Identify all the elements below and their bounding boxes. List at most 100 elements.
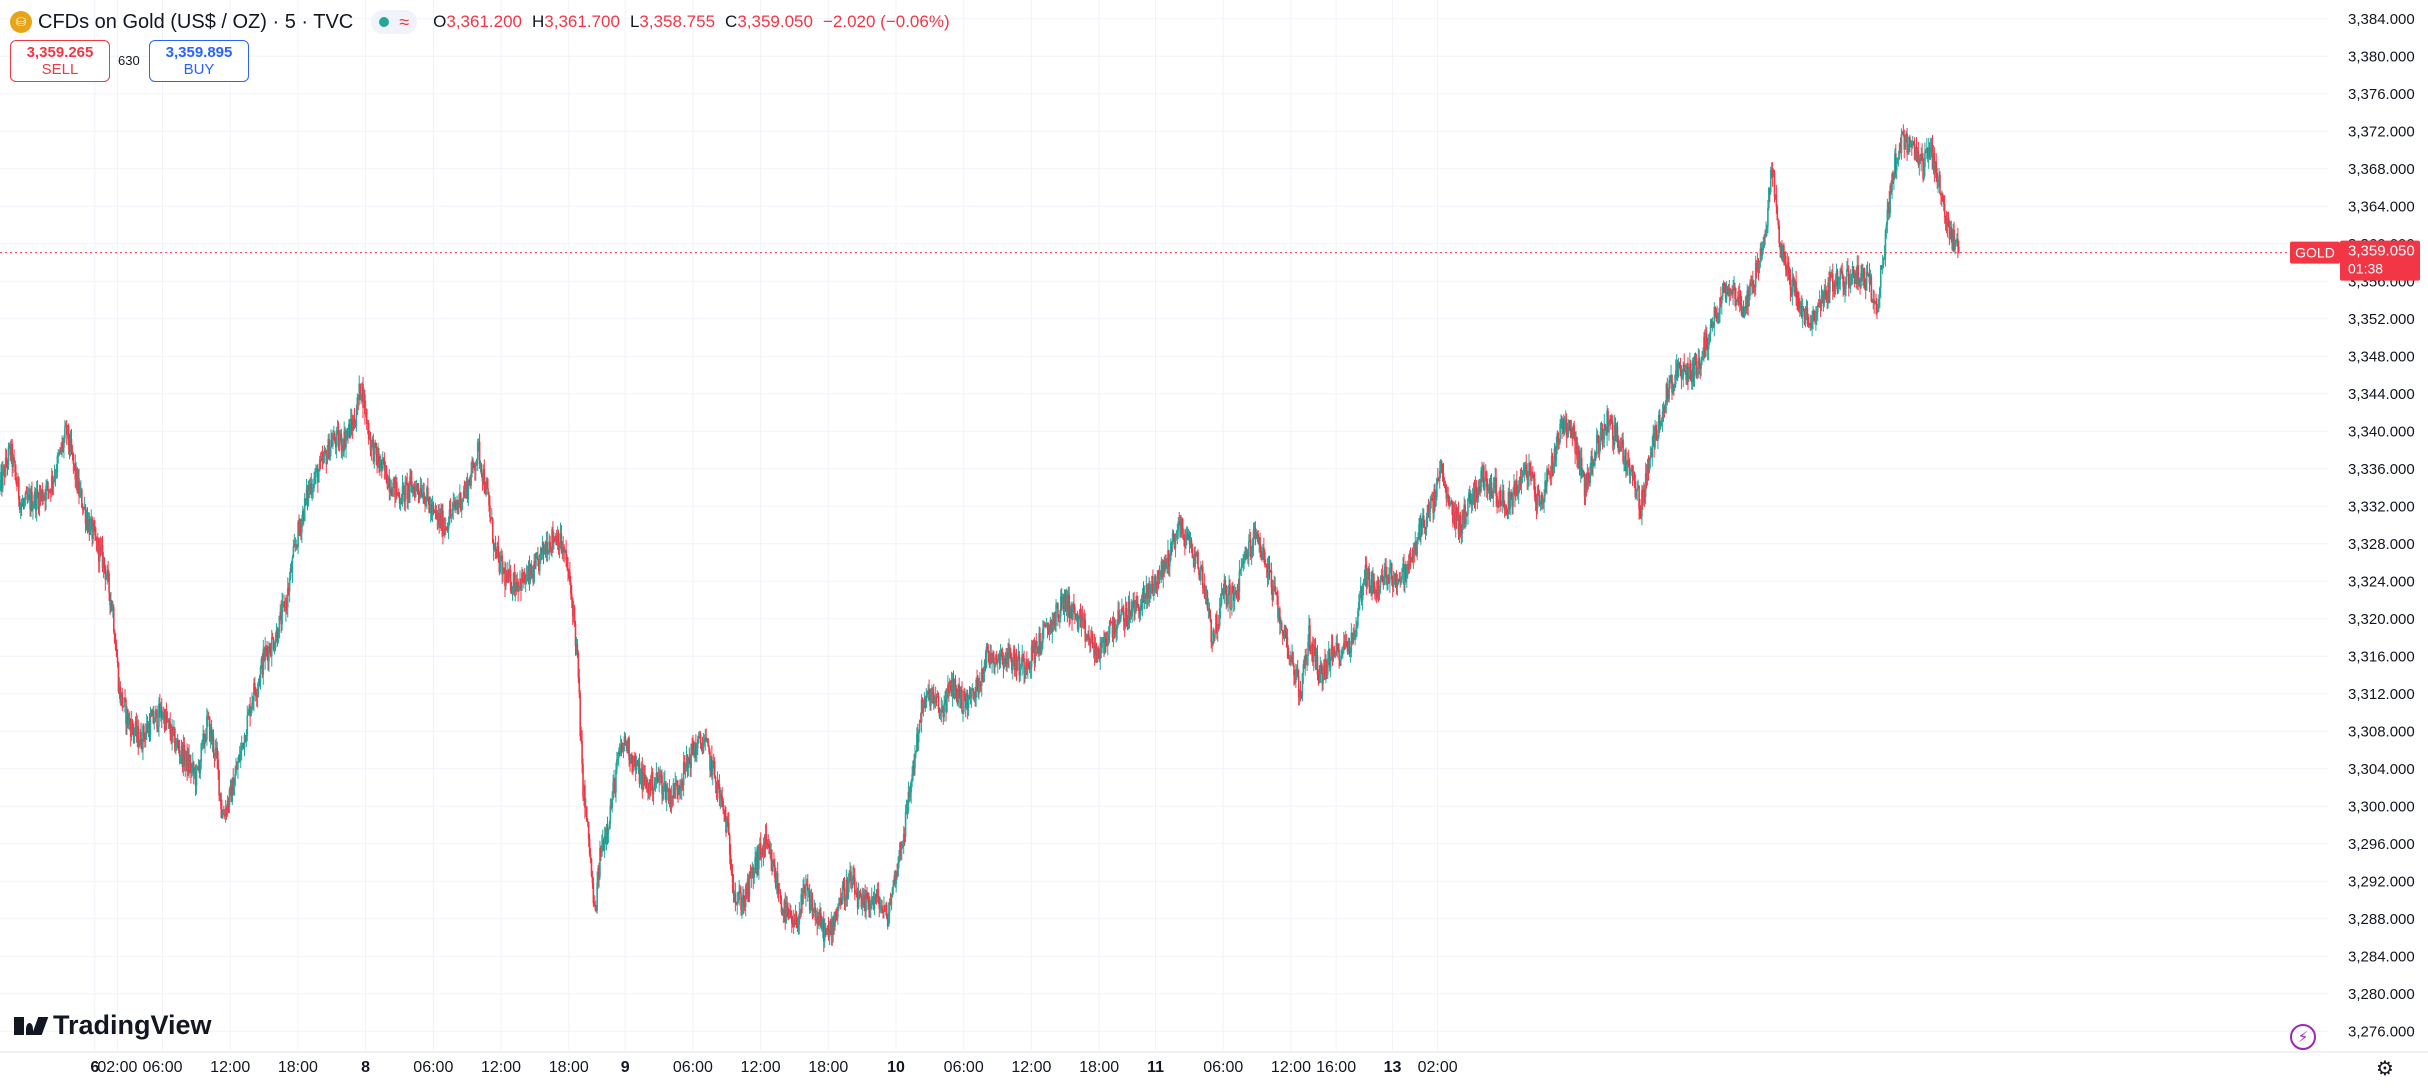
- candle-body: [846, 879, 849, 900]
- candle-body: [1744, 305, 1747, 314]
- candle-body: [172, 726, 174, 733]
- last-price-tag: GOLD 3,359.050 01:38: [2290, 240, 2420, 281]
- time-axis[interactable]: 602:00 06:00 12:00 18:00 8 06:00 12:00 18:00 9 06…: [0, 1051, 2428, 1076]
- candle-body: [362, 383, 364, 408]
- candle-body: [219, 793, 221, 796]
- candle-body: [1007, 652, 1009, 660]
- candle-body: [163, 712, 166, 730]
- candle-body: [500, 555, 503, 557]
- candle-body: [1595, 435, 1598, 456]
- candle-body: [1075, 613, 1078, 619]
- candle-body: [848, 880, 850, 884]
- candle-body: [1526, 473, 1528, 480]
- buy-button[interactable]: 3,359.895 BUY: [149, 40, 249, 82]
- price-axis[interactable]: 3,276.0003,280.0003,284.0003,288.0003,29…: [2348, 11, 2415, 1041]
- time-axis-label: 18:00: [278, 1059, 318, 1076]
- candle-body: [1182, 528, 1184, 539]
- candle-body: [1427, 504, 1430, 516]
- candle-body: [1321, 668, 1323, 684]
- candle-body: [100, 544, 103, 548]
- candle-body: [1529, 462, 1531, 468]
- sell-button[interactable]: 3,359.265 SELL: [10, 40, 110, 82]
- symbol-title[interactable]: CFDs on Gold (US$ / OZ) · 5 · TVC: [38, 10, 354, 33]
- grid-lines: [0, 0, 2328, 1050]
- candle-body: [259, 667, 262, 683]
- candle-body: [1550, 455, 1553, 478]
- candle-body: [1194, 553, 1197, 567]
- candle-body: [753, 869, 755, 879]
- candle-body: [396, 492, 399, 495]
- candle-body: [1441, 465, 1444, 474]
- buy-price: 3,359.895: [165, 44, 233, 61]
- candle-body: [986, 646, 989, 651]
- candle-body: [1280, 622, 1283, 631]
- candle-body: [1444, 483, 1447, 485]
- candle-body: [1254, 527, 1257, 540]
- candle-body: [1405, 564, 1407, 578]
- candle-body: [1319, 664, 1322, 683]
- candle-body: [1066, 596, 1069, 612]
- candle-body: [1496, 495, 1498, 504]
- candle-body: [719, 794, 722, 799]
- candle-body: [1657, 436, 1659, 441]
- lightning-icon[interactable]: ⚡: [2290, 1024, 2316, 1050]
- candle-body: [496, 546, 499, 550]
- candle-body: [39, 492, 42, 496]
- candle-body: [321, 455, 324, 463]
- candle-body: [1398, 579, 1401, 581]
- candle-body: [278, 615, 281, 638]
- candle-body: [1340, 655, 1342, 661]
- candle-body: [359, 383, 361, 400]
- tradingview-logo[interactable]: TradingView: [14, 1010, 212, 1041]
- gold-coin-icon[interactable]: ⛁: [10, 11, 32, 33]
- candle-body: [1265, 564, 1268, 567]
- candle-body: [1891, 174, 1893, 193]
- candle-body: [1890, 185, 1892, 193]
- candle-body: [382, 458, 385, 463]
- candle-body: [200, 743, 203, 762]
- candle-body: [1162, 560, 1165, 578]
- candle-body: [174, 728, 176, 751]
- candle-body: [1761, 250, 1764, 257]
- candle-body: [757, 849, 759, 870]
- market-status[interactable]: ≈: [371, 10, 418, 34]
- candle-body: [123, 698, 125, 707]
- candle-body: [73, 463, 76, 465]
- price-axis-label: 3,384.000: [2348, 11, 2415, 28]
- candle-body: [1425, 517, 1428, 529]
- candle-body: [961, 689, 963, 713]
- settings-icon[interactable]: ⚙: [2376, 1058, 2394, 1080]
- candle-body: [1565, 419, 1568, 438]
- candle-body: [35, 489, 38, 511]
- tradingview-logo-icon: [14, 1016, 49, 1035]
- candle-body: [1117, 609, 1119, 620]
- candle-body: [980, 682, 982, 686]
- candle-body: [1330, 645, 1333, 658]
- candle-body: [455, 506, 457, 508]
- candle-body: [985, 646, 988, 668]
- candle-body: [1290, 658, 1292, 662]
- candle-body: [1929, 148, 1932, 153]
- candle-body: [1855, 273, 1858, 284]
- candle-body: [90, 518, 93, 522]
- candle-body: [522, 572, 524, 583]
- candle-body: [502, 568, 504, 575]
- price-axis-label: 3,300.000: [2348, 798, 2415, 815]
- candle-body: [1308, 625, 1310, 643]
- candle-body: [1661, 410, 1664, 422]
- sell-price: 3,359.265: [26, 44, 94, 61]
- candle-body: [1567, 427, 1570, 434]
- candle-body: [482, 469, 485, 482]
- candle-body: [1625, 449, 1627, 471]
- candle-body: [1454, 507, 1457, 528]
- candle-body: [600, 848, 602, 857]
- candle-body: [1778, 225, 1780, 244]
- candle-body: [1088, 634, 1090, 645]
- candle-body: [1725, 291, 1728, 299]
- candle-body: [1153, 576, 1156, 586]
- candle-body: [1954, 246, 1956, 251]
- candle-body: [1002, 660, 1005, 668]
- time-axis-label: 9: [621, 1059, 630, 1076]
- candle-body: [570, 593, 573, 599]
